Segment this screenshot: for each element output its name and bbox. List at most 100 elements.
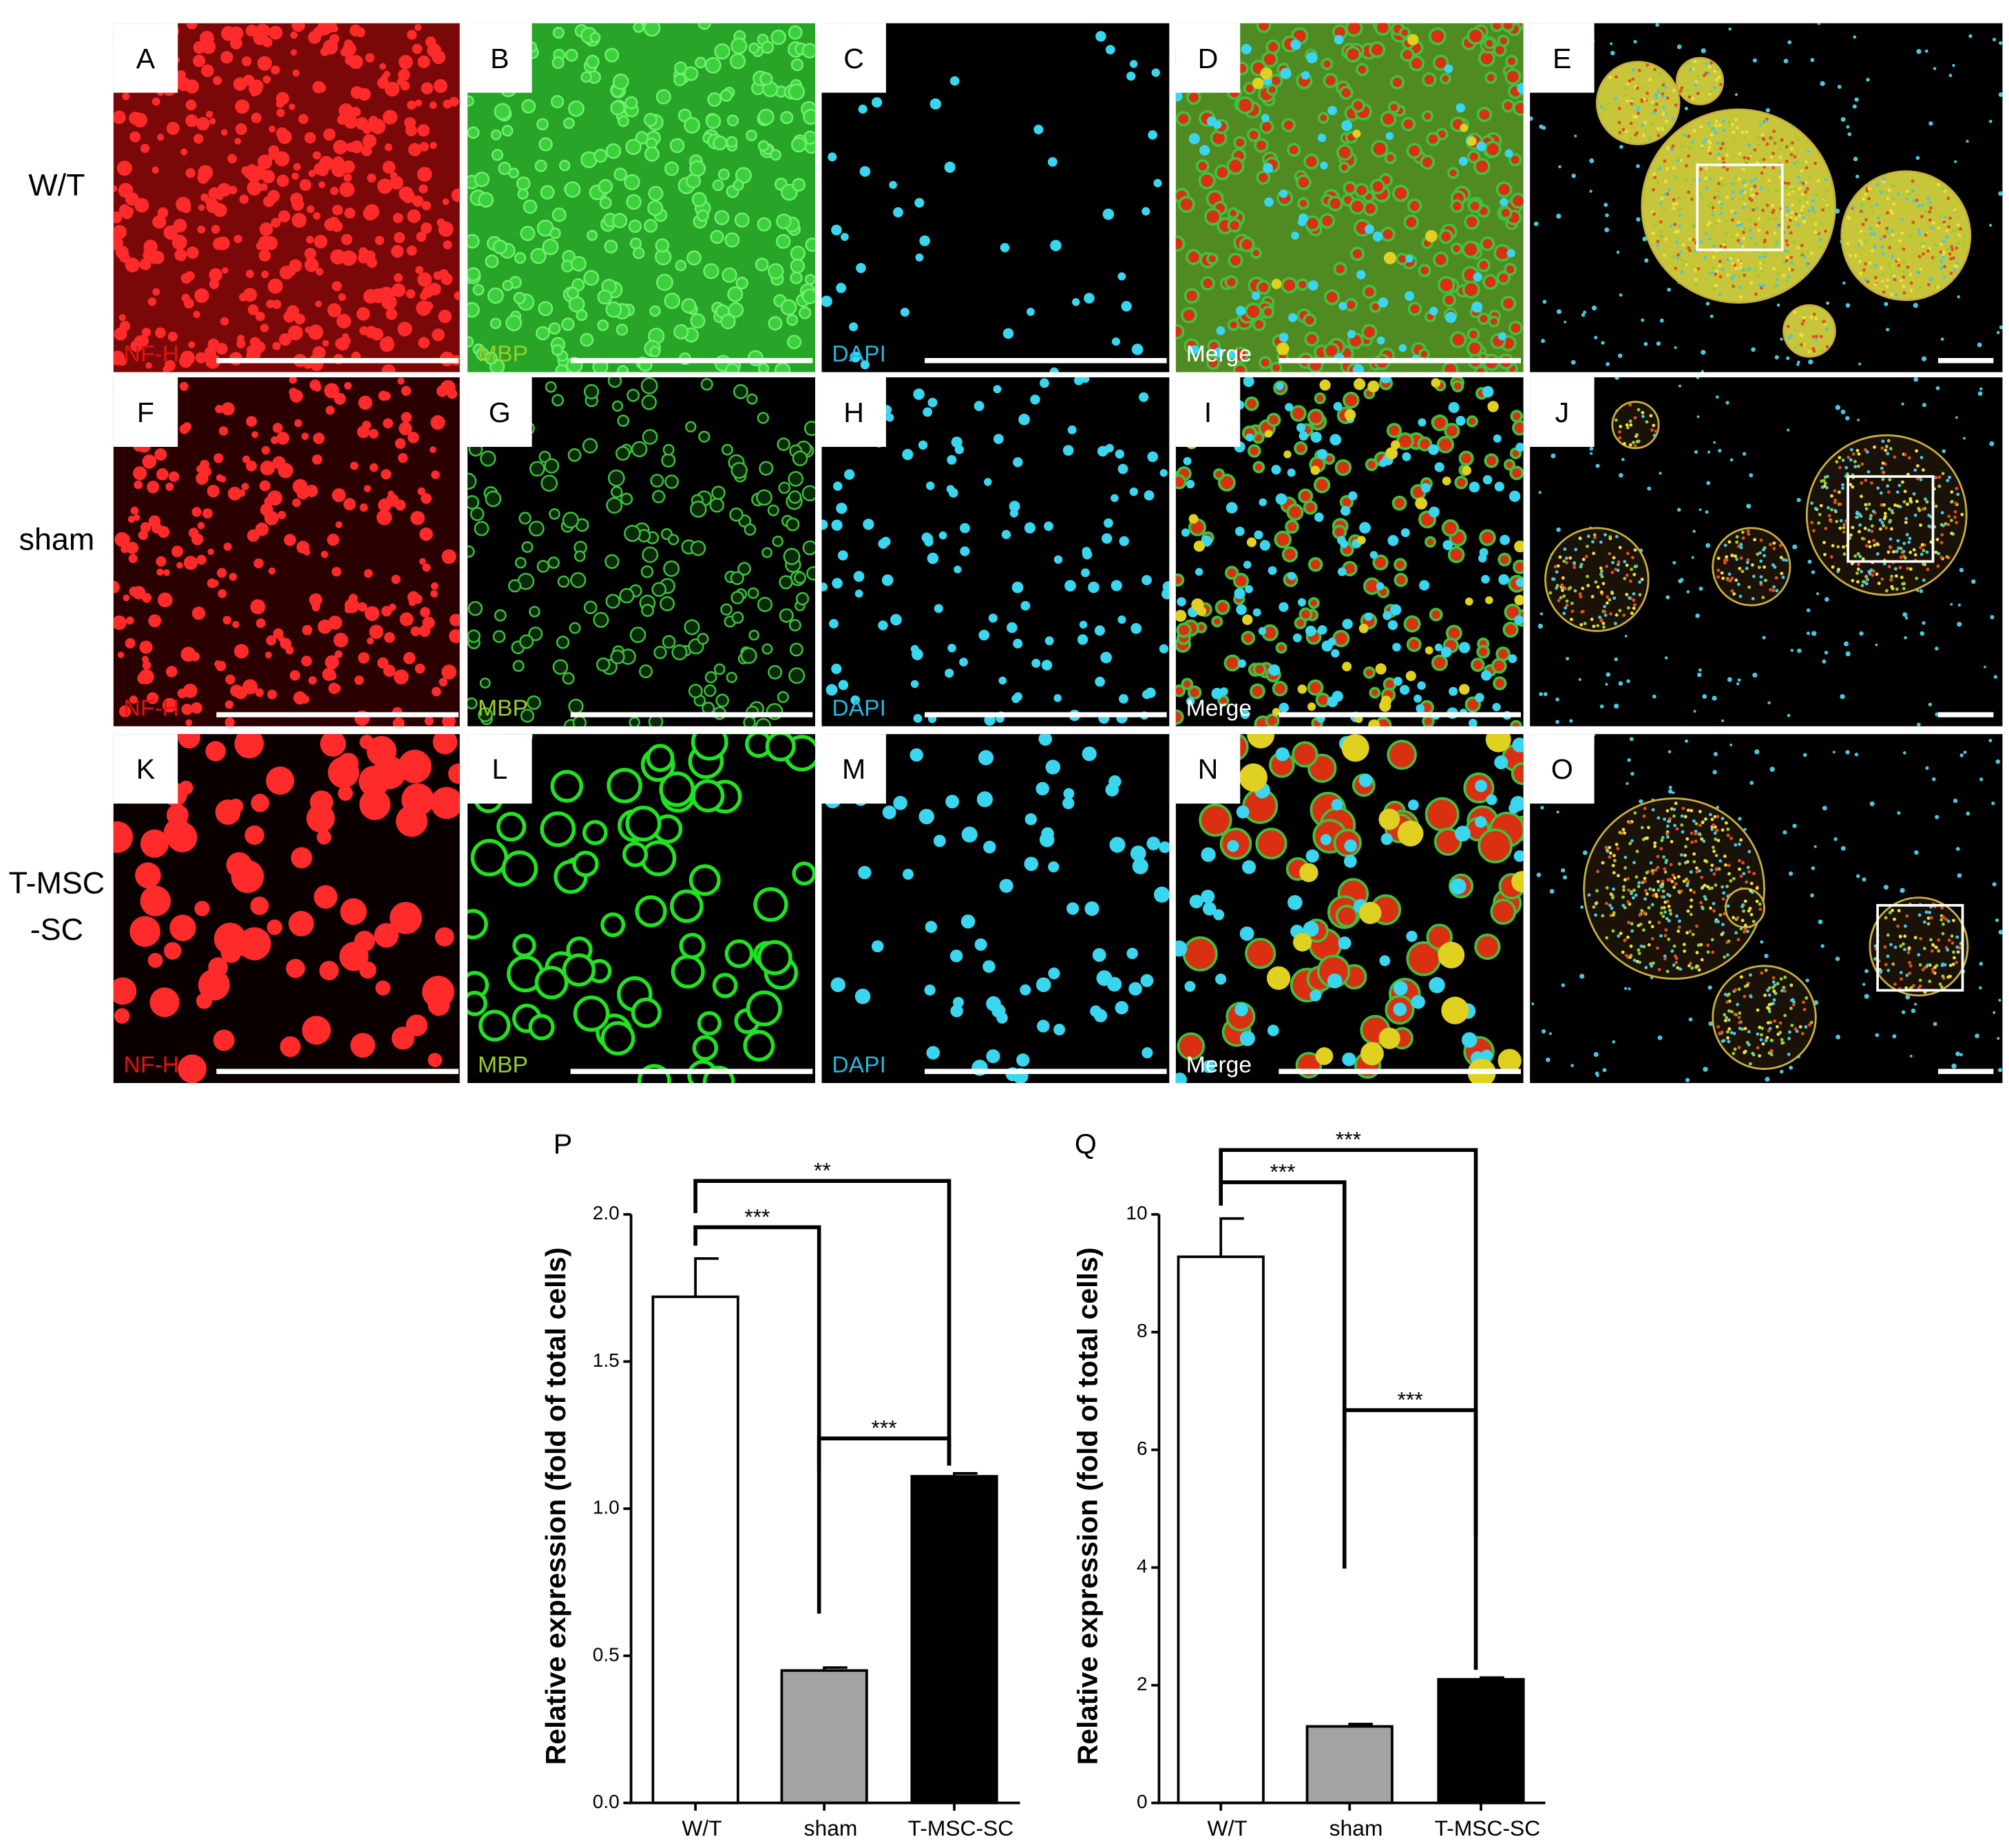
axon	[1790, 147, 1794, 151]
cell	[1397, 820, 1424, 847]
axon	[1942, 915, 1945, 919]
cell	[1450, 199, 1464, 213]
cell	[1375, 663, 1387, 675]
axon	[1921, 468, 1925, 472]
axon	[1632, 598, 1636, 602]
cell	[1955, 1051, 1960, 1056]
cell	[306, 205, 315, 213]
cell	[485, 254, 499, 269]
cell	[549, 508, 560, 520]
axon	[1774, 991, 1778, 996]
cell	[408, 143, 422, 156]
cell	[1266, 83, 1279, 96]
cell	[1272, 680, 1288, 697]
fascicle	[1611, 401, 1660, 450]
axon	[1772, 541, 1776, 545]
axon	[1663, 910, 1667, 914]
axon	[1666, 892, 1670, 896]
channel-label: DAPI	[832, 1053, 886, 1078]
axon	[1736, 938, 1740, 942]
cell	[1764, 954, 1769, 958]
cell	[1569, 719, 1573, 723]
cell	[266, 919, 283, 935]
axon	[1937, 484, 1942, 488]
cell	[778, 481, 791, 494]
row-label: T-MSC	[9, 865, 105, 901]
cell	[398, 69, 410, 81]
cell	[296, 487, 309, 500]
axon	[1591, 540, 1595, 544]
axon	[1943, 963, 1947, 967]
axon	[1650, 123, 1654, 127]
axon	[1679, 250, 1683, 254]
axon	[1774, 576, 1778, 580]
axon	[1755, 191, 1759, 196]
cell	[1159, 841, 1170, 853]
axon	[1797, 343, 1801, 346]
cell	[1840, 694, 1845, 700]
axon	[1862, 580, 1866, 584]
axon	[1920, 203, 1924, 207]
cell	[142, 660, 151, 670]
cell	[1287, 468, 1296, 477]
axon	[1706, 950, 1710, 954]
axon	[1663, 870, 1668, 874]
axon	[1689, 961, 1692, 965]
axon	[1715, 269, 1719, 273]
axon	[1758, 266, 1763, 271]
axon	[1825, 189, 1829, 193]
axon	[1661, 836, 1665, 840]
cell	[1227, 350, 1236, 359]
axon	[1817, 521, 1821, 525]
axon	[1869, 232, 1873, 236]
cell	[391, 283, 406, 297]
cell	[1911, 1008, 1916, 1014]
axon	[1893, 983, 1897, 986]
axon	[1686, 879, 1690, 883]
axon	[1928, 206, 1933, 210]
cell	[393, 273, 403, 282]
axon	[1945, 247, 1949, 251]
cell	[116, 160, 132, 176]
axon	[1580, 610, 1584, 614]
axon	[1884, 191, 1889, 194]
cell	[1037, 1020, 1050, 1033]
cell	[1702, 694, 1707, 699]
axon	[1904, 521, 1908, 525]
axon	[1781, 261, 1785, 265]
axon	[1627, 888, 1631, 892]
axon	[1707, 121, 1711, 125]
cell	[1444, 64, 1453, 74]
cell	[1818, 919, 1823, 925]
cell	[1664, 656, 1668, 660]
cell	[375, 980, 391, 996]
cell	[205, 354, 221, 369]
fascicle	[1712, 527, 1791, 607]
cell	[1712, 695, 1717, 701]
axon	[1909, 288, 1913, 293]
cell	[1183, 456, 1192, 465]
cell	[180, 273, 192, 284]
axon	[1814, 317, 1818, 320]
cell	[1425, 132, 1440, 147]
cell	[113, 615, 127, 630]
axon	[1734, 118, 1738, 122]
axon	[1657, 967, 1661, 972]
axon	[1893, 945, 1897, 949]
axon	[1710, 133, 1714, 137]
cell	[1618, 681, 1623, 686]
cell	[1743, 828, 1747, 831]
cell	[801, 288, 816, 304]
axon	[1714, 123, 1718, 127]
cell	[1549, 1032, 1552, 1036]
cell	[191, 606, 206, 620]
cell	[1431, 654, 1449, 671]
cell	[1466, 136, 1477, 147]
cell	[1514, 594, 1524, 606]
cell	[1473, 272, 1482, 282]
axon	[1785, 145, 1789, 149]
axon	[1676, 253, 1681, 257]
axon	[1710, 828, 1714, 831]
axon	[1929, 277, 1933, 282]
cell	[1355, 63, 1369, 76]
